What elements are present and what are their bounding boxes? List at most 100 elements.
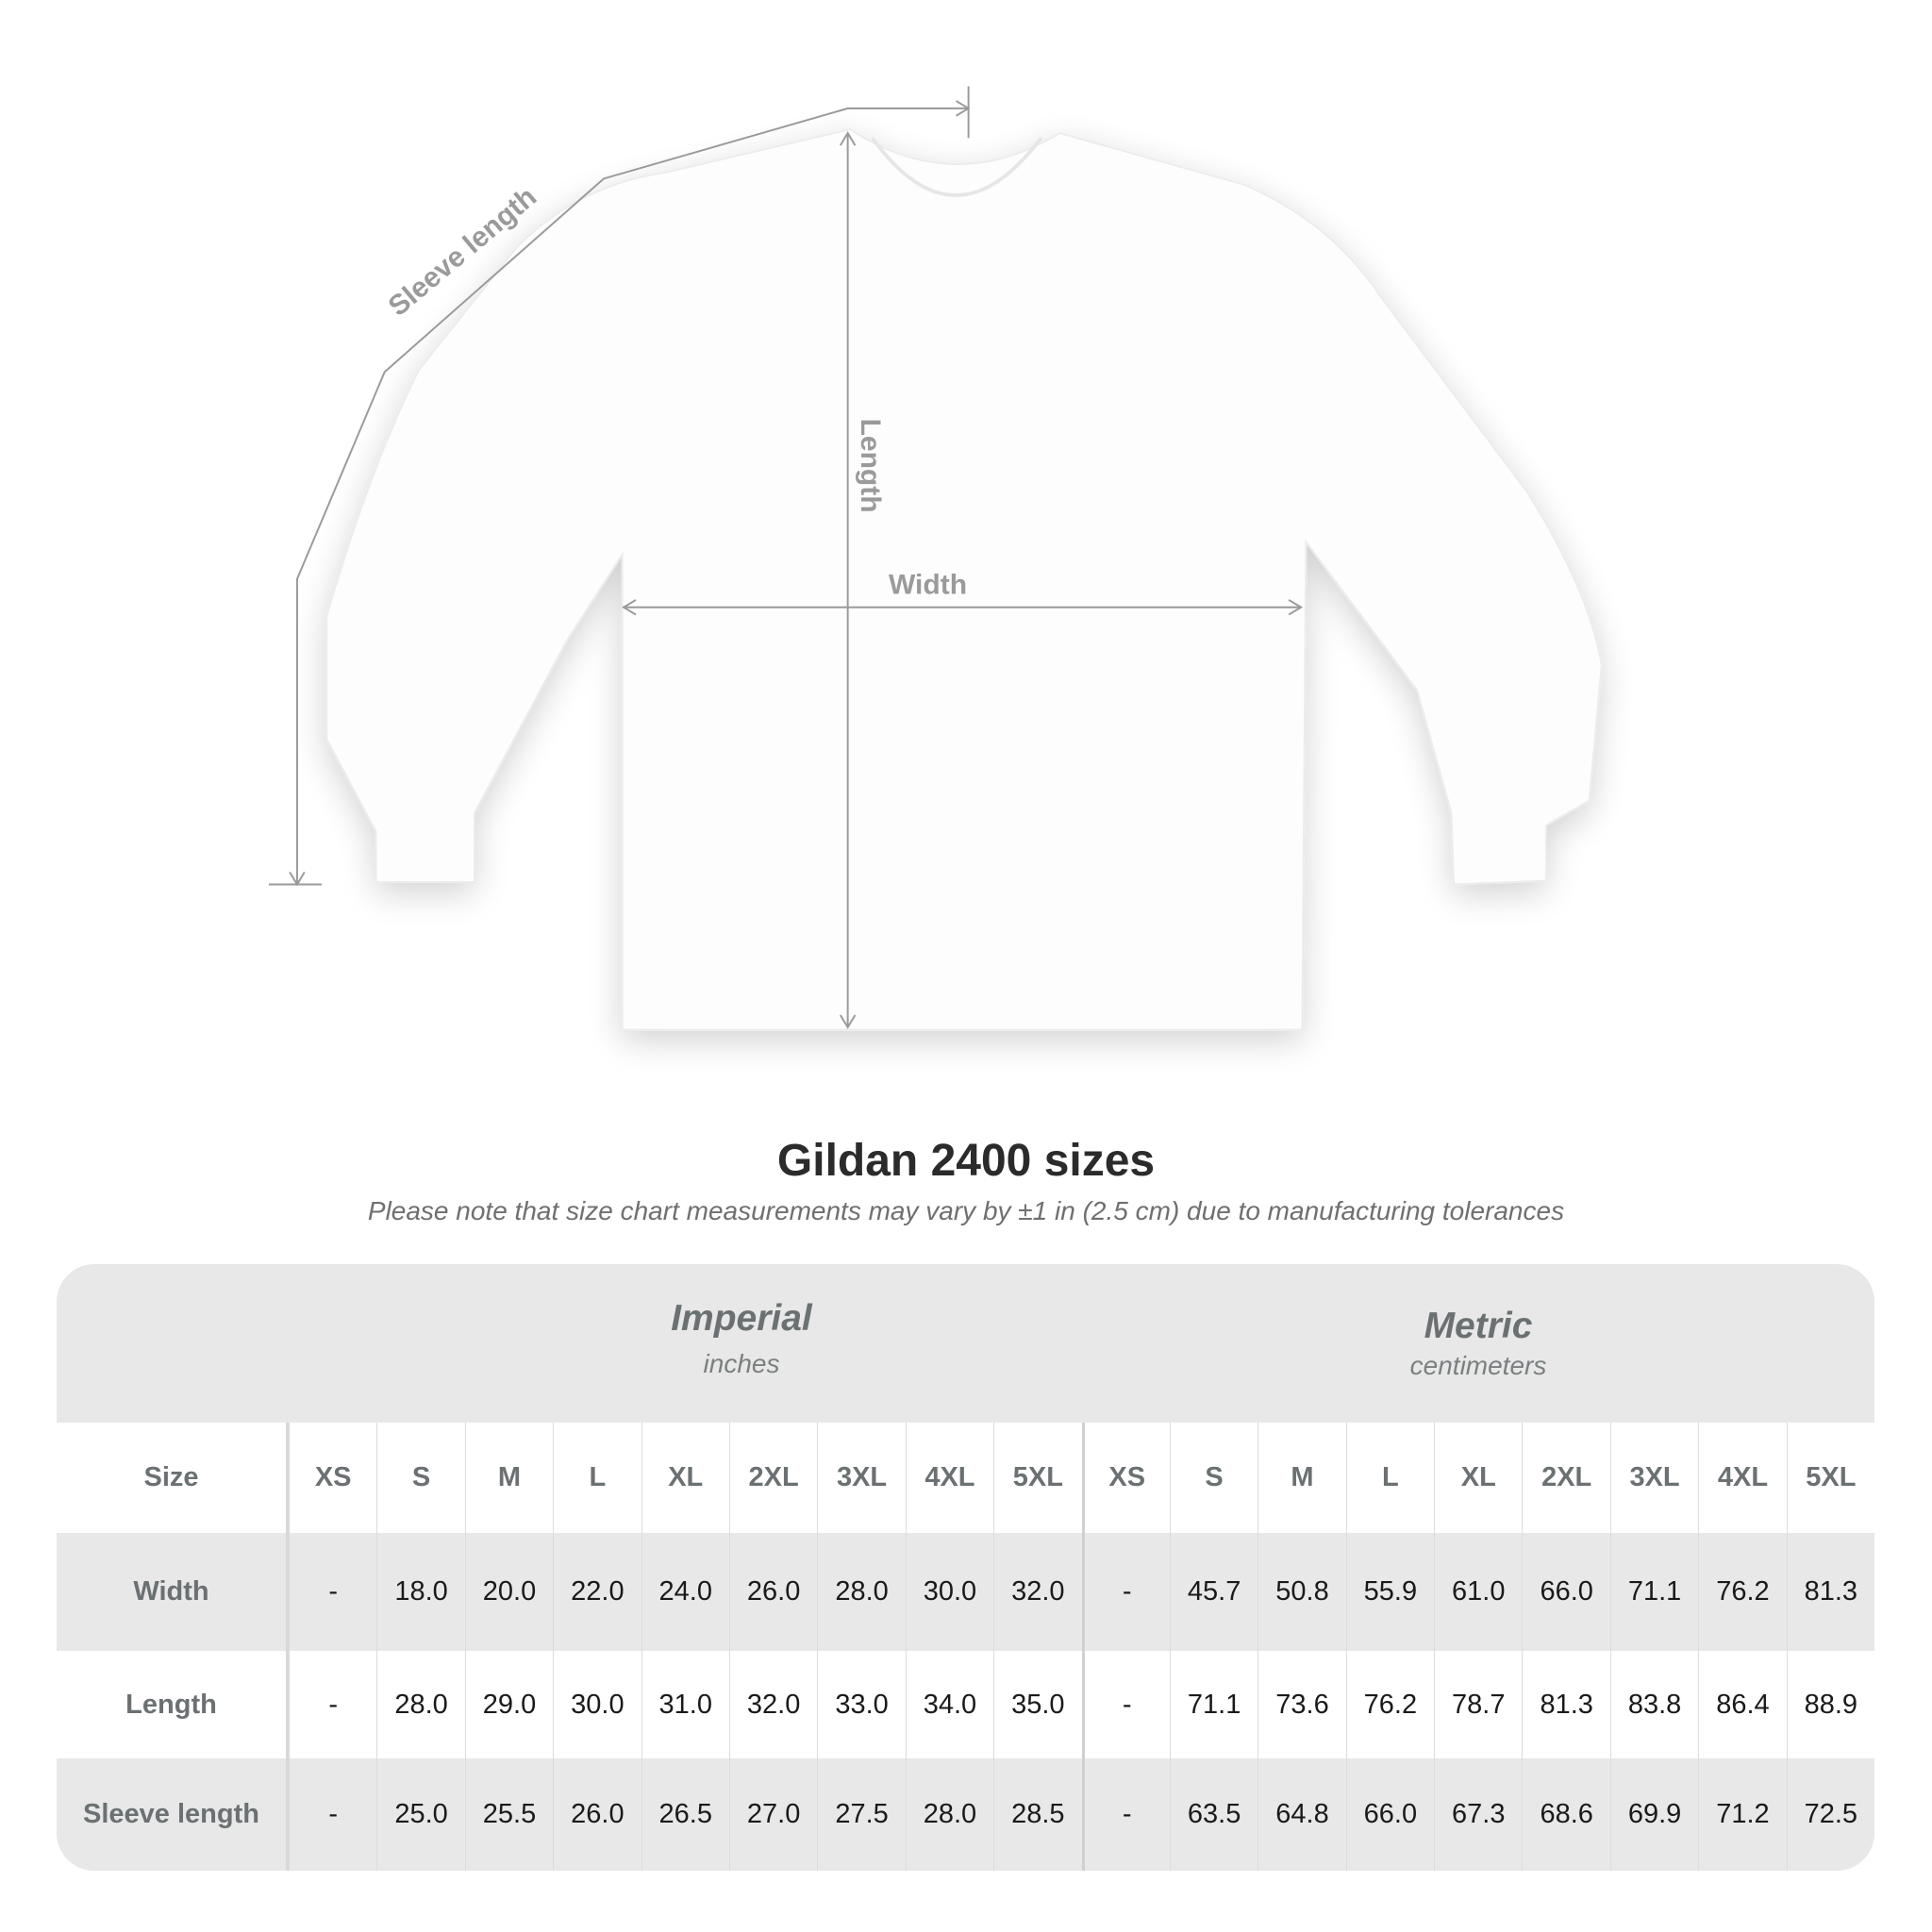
imperial-title: Imperial: [671, 1298, 812, 1339]
value-cell-imperial: 27.0: [728, 1758, 817, 1871]
row-label: Length: [57, 1651, 289, 1758]
size-header-metric: 2XL: [1522, 1423, 1609, 1533]
value-cell-metric: 78.7: [1434, 1651, 1522, 1758]
value-cell-imperial: 30.0: [905, 1533, 993, 1651]
tolerance-note: Please note that size chart measurements…: [367, 1196, 1565, 1225]
value-cell-imperial: 24.0: [641, 1533, 729, 1651]
size-header-imperial: XL: [641, 1423, 729, 1533]
size-header-metric: S: [1169, 1423, 1257, 1533]
size-header-imperial: 4XL: [905, 1423, 993, 1533]
value-cell-imperial: 32.0: [728, 1651, 817, 1758]
imperial-unit: inches: [703, 1349, 780, 1378]
value-cell-metric: 45.7: [1169, 1533, 1257, 1651]
metric-title: Metric: [1424, 1306, 1533, 1346]
table-row: Width -18.0 20.0 22.0 24.0 26.0 28.0 30.0 32.0-4…: [57, 1533, 1874, 1651]
page-title: Gildan 2400 sizes: [776, 1136, 1156, 1186]
value-cell-metric: 73.6: [1257, 1651, 1345, 1758]
value-cell-imperial: 27.5: [817, 1758, 905, 1871]
value-cell-metric: 72.5: [1786, 1758, 1874, 1871]
value-cell-imperial: 29.0: [464, 1651, 553, 1758]
value-cell-metric: 81.3: [1786, 1533, 1874, 1651]
size-header-metric: XS: [1081, 1423, 1170, 1533]
value-cell-imperial: 34.0: [905, 1651, 993, 1758]
value-cell-metric: 83.8: [1609, 1651, 1698, 1758]
value-cell-metric: 76.2: [1345, 1651, 1434, 1758]
shirt-collar: [871, 137, 1043, 197]
value-cell-imperial: 33.0: [817, 1651, 905, 1758]
value-cell-metric: 88.9: [1786, 1651, 1874, 1758]
value-cell-imperial: 28.5: [993, 1758, 1081, 1871]
value-cell-imperial: -: [289, 1758, 376, 1871]
row-label: Width: [57, 1533, 289, 1651]
value-cell-metric: 61.0: [1434, 1533, 1522, 1651]
sleeve-length-line: [295, 107, 969, 885]
value-cell-imperial: 22.0: [553, 1533, 641, 1651]
size-header-imperial: 5XL: [993, 1423, 1081, 1533]
value-cell-metric: 55.9: [1345, 1533, 1434, 1651]
value-cell-imperial: 31.0: [641, 1651, 729, 1758]
value-cell-imperial: -: [289, 1533, 376, 1651]
table-row: Length -28.0 29.0 30.0 31.0 32.0 33.0 34.0 35.0-…: [57, 1651, 1874, 1758]
size-column-header: Size: [57, 1423, 289, 1533]
value-cell-metric: 67.3: [1434, 1758, 1522, 1871]
width-arrow-right-icon: [1288, 599, 1304, 616]
length-arrow-top-icon: [839, 131, 857, 146]
value-cell-metric: -: [1081, 1533, 1170, 1651]
row-label: Sleeve length: [57, 1758, 289, 1871]
metric-header: Metric centimeters: [1082, 1306, 1874, 1381]
metric-unit: centimeters: [1409, 1351, 1547, 1380]
size-header-metric: 5XL: [1786, 1423, 1874, 1533]
size-header-metric: L: [1345, 1423, 1434, 1533]
value-cell-imperial: 25.5: [464, 1758, 553, 1871]
value-cell-metric: 86.4: [1698, 1651, 1786, 1758]
value-cell-metric: 66.0: [1345, 1758, 1434, 1871]
sleeve-arrow-bottom-icon: [289, 871, 306, 887]
value-cell-imperial: 28.0: [376, 1651, 464, 1758]
width-label: Width: [889, 569, 967, 600]
size-header-imperial: 3XL: [817, 1423, 905, 1533]
size-header-imperial: L: [553, 1423, 641, 1533]
size-header-metric: 4XL: [1698, 1423, 1786, 1533]
size-header-imperial: XS: [289, 1423, 376, 1533]
value-cell-metric: 64.8: [1257, 1758, 1345, 1871]
value-cell-metric: 69.9: [1609, 1758, 1698, 1871]
width-arrow-left-icon: [622, 599, 637, 616]
value-cell-imperial: 26.5: [641, 1758, 729, 1871]
shirt-diagram: Sleeve length Length Width: [268, 86, 1603, 1031]
value-cell-imperial: 30.0: [553, 1651, 641, 1758]
value-cell-imperial: 20.0: [464, 1533, 553, 1651]
size-header-row: Size XS S M L XL 2XL 3XL 4XL 5XL XS S M L XL 2XL 3XL 4XL 5…: [57, 1423, 1874, 1533]
size-header-metric: XL: [1434, 1423, 1522, 1533]
value-cell-metric: 71.2: [1698, 1758, 1786, 1871]
value-cell-imperial: 28.0: [817, 1533, 905, 1651]
sleeve-arrow-top-icon: [956, 100, 971, 117]
value-cell-imperial: 18.0: [376, 1533, 464, 1651]
value-cell-metric: 71.1: [1169, 1651, 1257, 1758]
value-cell-imperial: 26.0: [553, 1758, 641, 1871]
size-header-metric: 3XL: [1609, 1423, 1698, 1533]
value-cell-metric: 63.5: [1169, 1758, 1257, 1871]
value-cell-imperial: 35.0: [993, 1651, 1081, 1758]
length-label: Length: [855, 419, 886, 513]
size-header-imperial: S: [376, 1423, 464, 1533]
value-cell-metric: 68.6: [1522, 1758, 1609, 1871]
size-table: Imperial inches Metric centimeters Size X…: [57, 1264, 1874, 1871]
value-cell-imperial: 25.0: [376, 1758, 464, 1871]
table-row: Sleeve length -25.0 25.5 26.0 26.5 27.0 27.5 28…: [57, 1758, 1874, 1871]
value-cell-metric: 66.0: [1522, 1533, 1609, 1651]
value-cell-imperial: 32.0: [993, 1533, 1081, 1651]
value-cell-metric: 50.8: [1257, 1533, 1345, 1651]
length-arrow-bottom-icon: [839, 1014, 857, 1029]
value-cell-metric: 76.2: [1698, 1533, 1786, 1651]
value-cell-imperial: 26.0: [728, 1533, 817, 1651]
size-header-imperial: M: [464, 1423, 553, 1533]
shirt-illustration: [325, 128, 1603, 1031]
value-cell-metric: -: [1081, 1651, 1170, 1758]
value-cell-metric: 81.3: [1522, 1651, 1609, 1758]
size-header-metric: M: [1257, 1423, 1345, 1533]
value-cell-metric: -: [1081, 1758, 1170, 1871]
value-cell-metric: 71.1: [1609, 1533, 1698, 1651]
value-cell-imperial: -: [289, 1651, 376, 1758]
size-header-imperial: 2XL: [728, 1423, 817, 1533]
imperial-header: Imperial inches: [345, 1298, 1138, 1379]
